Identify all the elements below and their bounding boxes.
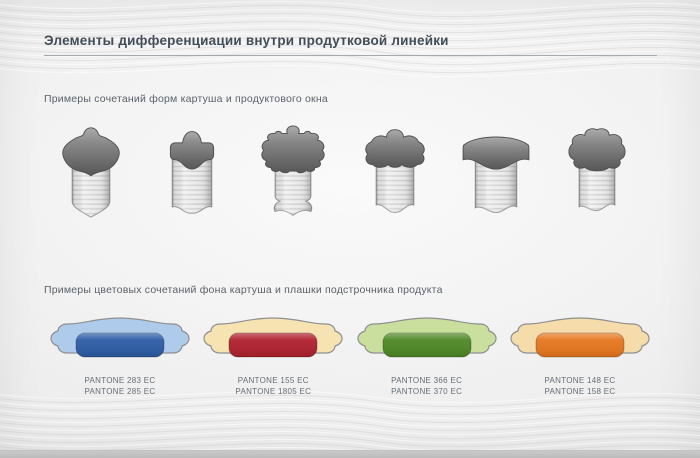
pantone-cartouche-label: PANTONE 148 EC xyxy=(544,376,616,385)
product-window-shape xyxy=(474,153,517,213)
cartouche-window-sample-1 xyxy=(62,127,120,218)
pantone-plate-label: PANTONE 158 EC xyxy=(544,387,616,396)
color-sample-red: PANTONE 155 EC PANTONE 1805 EC xyxy=(197,311,349,397)
color-sample-blue: PANTONE 283 EC PANTONE 285 EC xyxy=(44,311,196,397)
product-window-shape xyxy=(375,153,414,213)
product-window-shape xyxy=(578,159,616,212)
product-window-shape xyxy=(71,157,111,218)
cartouche-shape xyxy=(364,129,425,168)
colors-section-label: Примеры цветовых сочетаний фона картуша … xyxy=(44,284,443,296)
product-window-shape xyxy=(171,151,213,214)
color-sample-orange: PANTONE 148 EC PANTONE 158 EC xyxy=(504,311,656,397)
cartouche-shape xyxy=(62,127,120,177)
colored-cartouche-icon xyxy=(357,317,497,358)
cartouche-shape xyxy=(261,125,325,174)
cartouche-window-sample-6 xyxy=(568,128,626,212)
pantone-labels: PANTONE 148 EC PANTONE 158 EC xyxy=(544,375,615,397)
header: Элементы дифференциации внутри продутков… xyxy=(44,33,657,56)
pantone-plate-label: PANTONE 1805 EC xyxy=(235,387,312,396)
cartouche-shape xyxy=(568,128,626,172)
bottom-strip xyxy=(0,450,700,458)
product-window-shape xyxy=(274,159,313,216)
pantone-cartouche-label: PANTONE 155 EC xyxy=(237,376,309,385)
shape-samples-row xyxy=(44,120,644,226)
pantone-plate-label: PANTONE 370 EC xyxy=(391,387,463,396)
color-sample-green: PANTONE 366 EC PANTONE 370 EC xyxy=(351,311,503,397)
page-title: Элементы дифференциации внутри продутков… xyxy=(44,33,657,56)
pantone-labels: PANTONE 366 EC PANTONE 370 EC xyxy=(391,375,462,397)
cartouche-shape xyxy=(170,131,215,170)
shapes-section-label: Примеры сочетаний форм картуша и продукт… xyxy=(44,93,328,105)
pantone-plate-label: PANTONE 285 EC xyxy=(84,387,156,396)
cartouche-shape xyxy=(462,136,530,170)
colored-cartouche-icon xyxy=(50,317,190,358)
pantone-cartouche-label: PANTONE 366 EC xyxy=(391,376,463,385)
cartouche-window-sample-2 xyxy=(170,131,215,214)
cartouche-window-sample-5 xyxy=(462,136,530,213)
colored-cartouche-icon xyxy=(203,317,343,358)
cartouche-window-sample-3 xyxy=(261,125,325,216)
color-samples-row: PANTONE 283 EC PANTONE 285 EC PANTONE 15… xyxy=(44,311,656,397)
cartouche-window-sample-4 xyxy=(364,129,425,213)
pantone-labels: PANTONE 155 EC PANTONE 1805 EC xyxy=(235,375,311,397)
colored-cartouche-icon xyxy=(510,317,650,358)
pantone-labels: PANTONE 283 EC PANTONE 285 EC xyxy=(84,375,155,397)
pantone-cartouche-label: PANTONE 283 EC xyxy=(84,376,156,385)
